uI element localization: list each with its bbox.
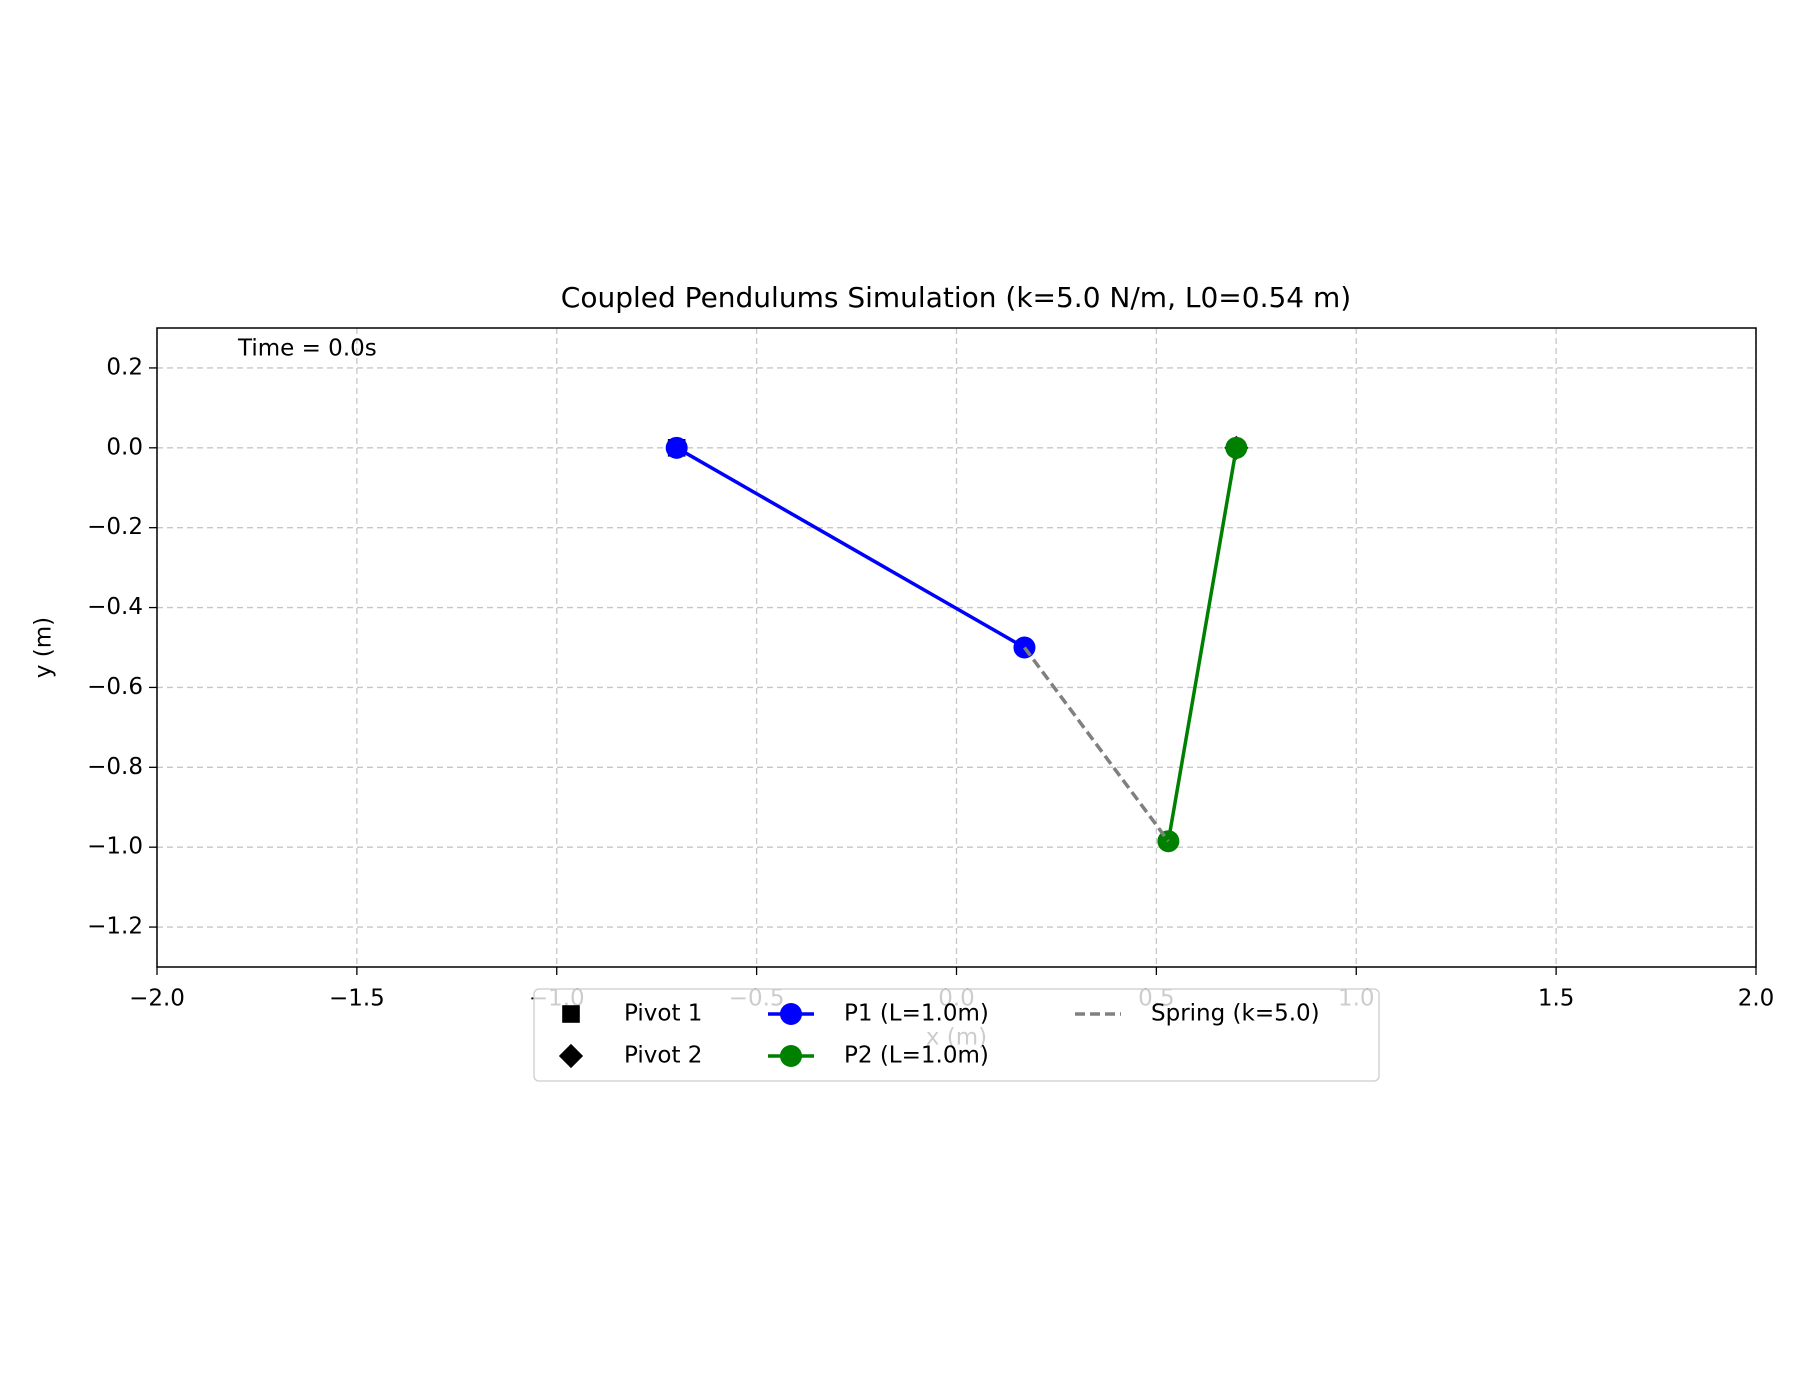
y-tick-label: −1.0 [87,834,143,860]
legend-marker [558,1043,584,1069]
x-tick-label: −2.0 [129,986,185,1012]
legend-box [533,988,1380,1082]
legend-marker [780,1003,802,1025]
y-tick-label: −0.2 [87,514,143,540]
point [665,436,688,459]
point [1225,436,1248,459]
y-tick-label: 0.0 [106,434,143,460]
legend-marker [562,1005,580,1023]
series-line [1166,447,1239,842]
legend-label: Pivot 2 [624,1043,702,1069]
x-tick-label: 2.0 [1738,986,1775,1012]
point [1013,636,1036,659]
y-tick-label: 0.2 [106,354,143,380]
legend-label: P1 (L=1.0m) [844,1001,989,1027]
x-tick-label: 1.5 [1538,986,1575,1012]
legend-label: Spring (k=5.0) [1151,1001,1320,1027]
legend-label: P2 (L=1.0m) [844,1043,989,1069]
series-line [675,446,1026,650]
annotation: Time = 0.0s [237,336,377,362]
chart-title: Coupled Pendulums Simulation (k=5.0 N/m,… [561,281,1351,314]
series-line [1023,646,1170,843]
x-tick-label: −1.5 [329,986,385,1012]
legend: Pivot 1 Pivot 2 P1 (L=1.0m) P2 (L=1.0m) Spri… [533,988,1380,1082]
y-axis-label: y (m) [31,617,57,678]
y-tick-label: −1.2 [87,914,143,940]
y-tick-label: −0.8 [87,754,143,780]
legend-marker [780,1045,802,1067]
y-tick-label: −0.6 [87,674,143,700]
legend-label: Pivot 1 [624,1001,702,1027]
plot-frame [156,327,1757,968]
y-tick-label: −0.4 [87,594,143,620]
